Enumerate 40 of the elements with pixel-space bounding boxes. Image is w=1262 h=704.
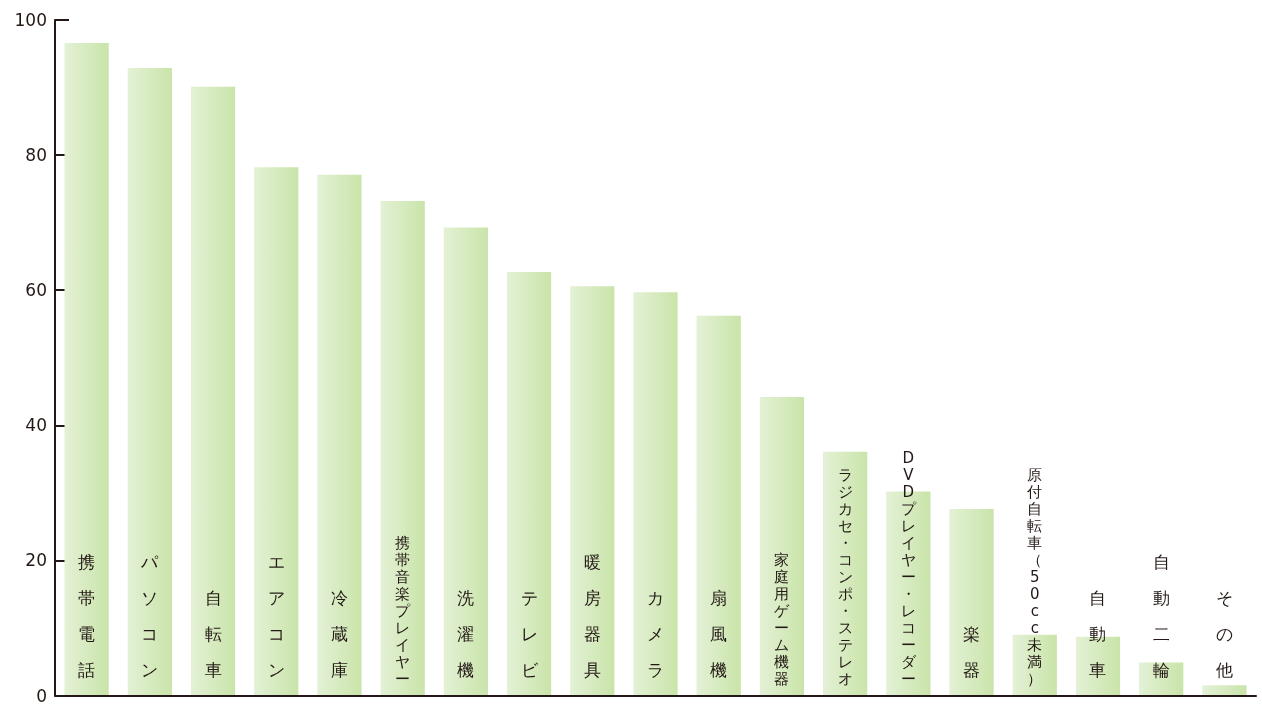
bar [380,201,425,696]
y-tick-label: 40 [25,415,47,436]
x-tick-label: エアコン [267,551,285,680]
bar [127,67,172,696]
x-tick-label: 楽器 [963,623,981,680]
y-tick-label: 80 [25,145,47,166]
category-label: 原付自転車（50cc未満） [1027,466,1043,688]
x-tick-label: パソコン [140,551,160,680]
bar [823,451,868,696]
category-label: ラジカセ・コンポ・ステレオ [837,466,853,688]
bar [570,286,615,696]
bar [190,86,236,696]
x-tick-label: 携帯電話 [78,551,96,680]
bar [759,396,805,696]
bar [254,167,299,696]
x-tick-label: 扇風機 [710,587,728,680]
y-tick-label: 20 [25,550,47,571]
y-tick-label: 0 [36,685,47,704]
x-tick-label: 自動二輪 [1152,551,1170,680]
bar [633,292,678,696]
x-tick-label: カメラ [647,587,664,680]
bar [1202,685,1247,696]
y-tick-label: 100 [14,10,47,30]
x-tick-label: その他 [1215,587,1233,680]
bar [506,271,552,696]
x-tick-label: テレビ [520,587,539,680]
x-tick-label: 自転車 [204,587,222,680]
bar [64,42,109,696]
x-tick-label: 暖房器具 [583,551,601,680]
x-tick-label: 自動車 [1089,587,1107,680]
x-tick-label: 家庭用ゲーム機器 [774,551,791,688]
bar [317,174,362,696]
category-label: DVDプレイヤー・レコーダー [900,449,916,688]
bar [696,315,741,696]
y-tick-label: 60 [25,280,47,301]
category-label: 携帯音楽プレイヤー [395,534,411,688]
bar [949,509,994,696]
bar [443,227,488,696]
x-tick-label: 冷蔵庫 [330,587,348,680]
x-tick-label: 洗濯機 [457,587,475,680]
